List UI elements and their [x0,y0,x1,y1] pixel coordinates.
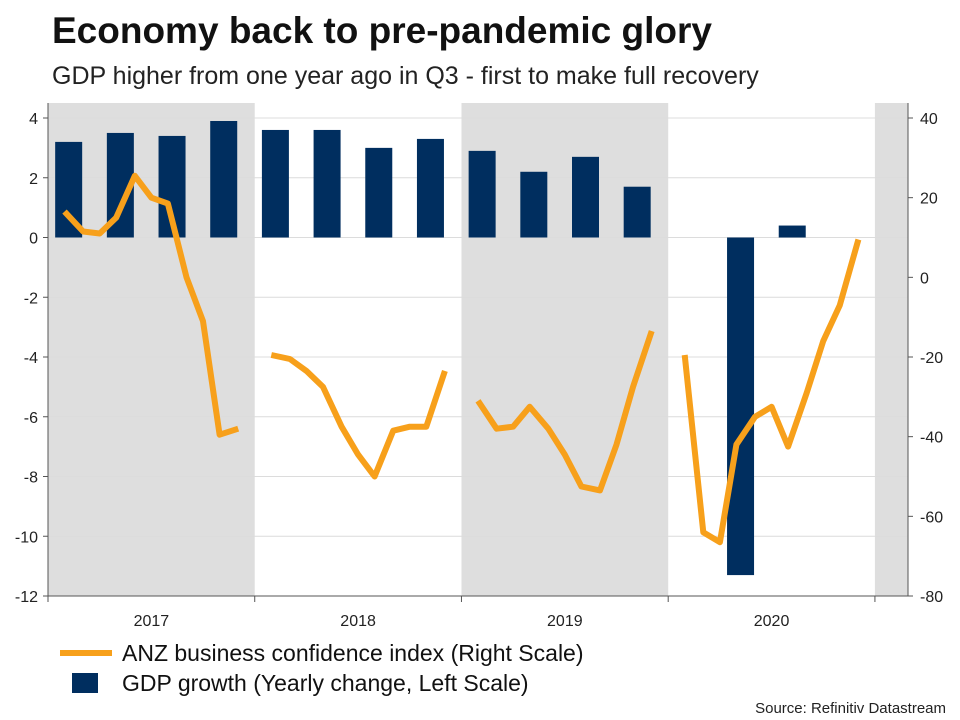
right-tick-label: 0 [920,270,929,287]
legend-item-confidence: ANZ business confidence index (Right Sca… [60,638,584,668]
gdp-bar [468,150,496,238]
left-tick-label: -8 [24,470,38,487]
confidence-line-segment [475,330,655,494]
line-swatch-icon [60,650,112,656]
left-tick-label: 0 [29,231,38,248]
x-tick-label: 2020 [754,613,790,630]
shaded-band [874,103,908,596]
left-tick-label: -10 [15,529,38,546]
x-tick-label: 2018 [340,613,376,630]
left-tick-label: 2 [29,171,38,188]
confidence-line-segment [681,238,862,546]
gdp-bar [778,225,806,238]
right-tick-label: 20 [920,191,938,208]
left-tick-label: -2 [24,290,38,307]
confidence-line-segment [270,352,448,480]
legend-label-gdp: GDP growth (Yearly change, Left Scale) [122,669,529,696]
legend-label-confidence: ANZ business confidence index (Right Sca… [122,639,584,666]
chart-subtitle: GDP higher from one year ago in Q3 - fir… [52,62,759,90]
gdp-bar [210,120,238,238]
left-tick-label: -12 [15,589,38,606]
right-tick-label: -60 [920,509,943,526]
bar-swatch-icon [72,673,98,693]
confidence-line-segment [62,172,240,438]
source-note: Source: Refinitiv Datastream [755,700,946,717]
left-tick-label: -6 [24,410,38,427]
right-tick-label: -40 [920,430,943,447]
chart-title: Economy back to pre-pandemic glory [52,10,712,51]
confidence-line [62,172,862,546]
legend-item-gdp: GDP growth (Yearly change, Left Scale) [60,668,584,698]
gdp-bar [572,156,599,238]
left-tick-label: 4 [29,111,38,128]
x-tick-label: 2017 [134,613,170,630]
left-tick-label: -4 [24,350,38,367]
gdp-bar [727,237,755,576]
gdp-bar [416,138,444,238]
gdp-bar [520,171,548,238]
legend: ANZ business confidence index (Right Sca… [60,638,584,698]
shaded-bands [48,103,908,596]
right-tick-label: -80 [920,589,943,606]
right-tick-label: -20 [920,350,943,367]
gdp-bars [55,120,806,576]
shaded-band [461,103,669,596]
gdp-bar [623,186,651,238]
gdp-bar [313,129,341,238]
gdp-bar [365,147,393,238]
x-tick-label: 2019 [547,613,583,630]
gdp-bar [261,129,289,238]
right-tick-label: 40 [920,111,938,128]
